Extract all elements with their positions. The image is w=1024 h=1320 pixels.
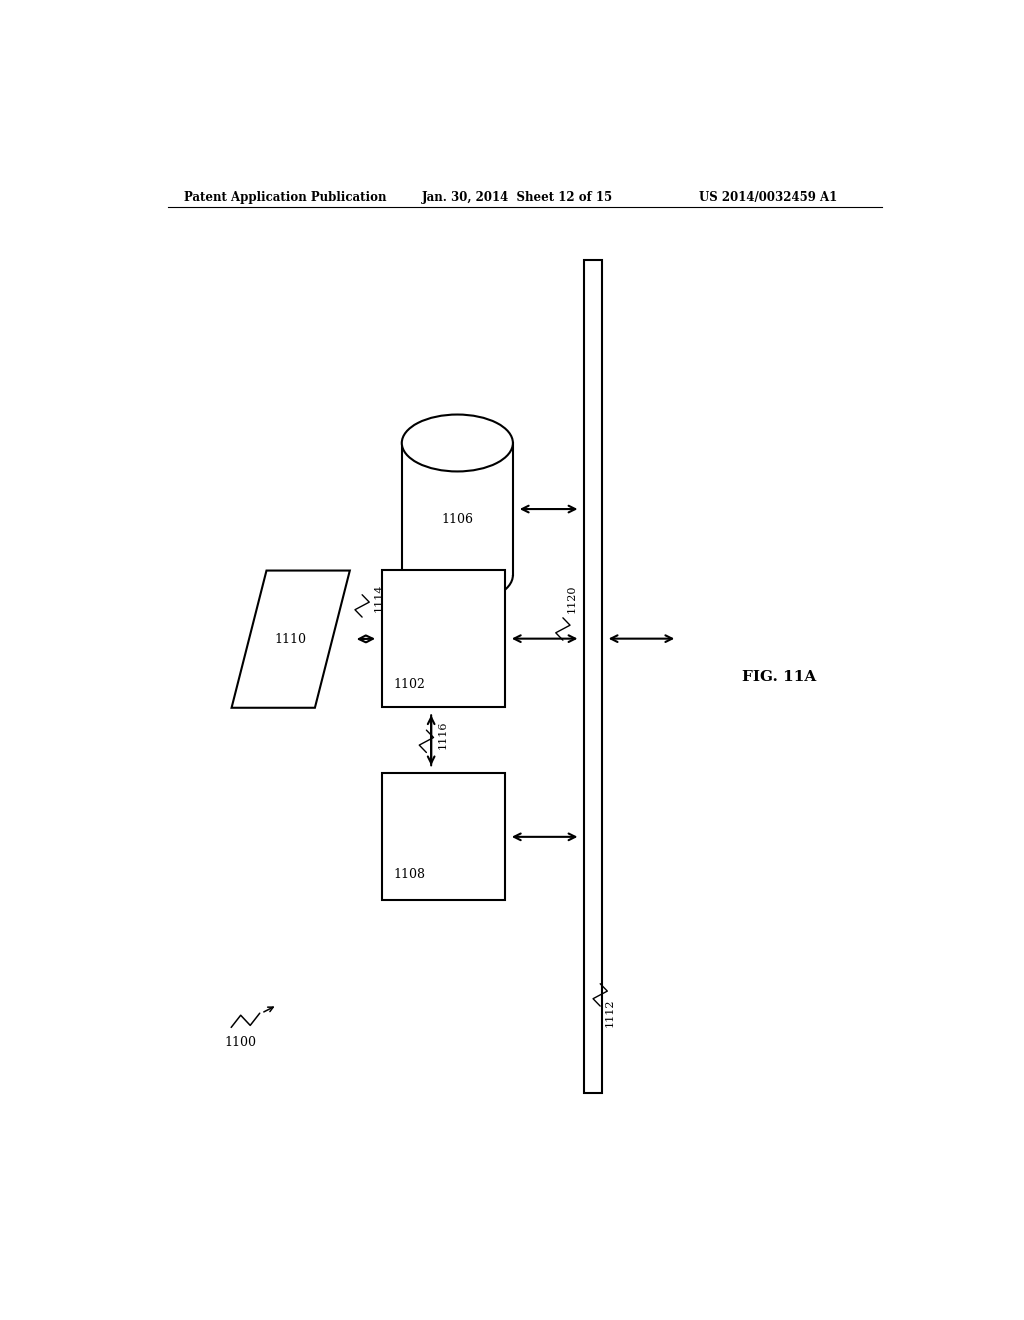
Text: 1108: 1108 (393, 869, 426, 882)
Bar (382, 774, 505, 900)
Text: Jan. 30, 2014  Sheet 12 of 15: Jan. 30, 2014 Sheet 12 of 15 (422, 190, 612, 203)
Text: 1116: 1116 (437, 721, 447, 750)
Bar (585, 260, 602, 1093)
Bar (401, 444, 513, 576)
Text: 1100: 1100 (225, 1036, 257, 1048)
Polygon shape (231, 570, 350, 708)
Text: 1112: 1112 (604, 999, 614, 1027)
Bar (382, 570, 505, 708)
Text: 1110: 1110 (274, 632, 307, 645)
Text: 1114: 1114 (373, 583, 383, 612)
Text: 1106: 1106 (441, 512, 473, 525)
Text: FIG. 11A: FIG. 11A (741, 669, 816, 684)
Text: 1120: 1120 (567, 585, 577, 612)
Text: 1102: 1102 (394, 678, 426, 692)
Ellipse shape (401, 414, 513, 471)
Text: Patent Application Publication: Patent Application Publication (183, 190, 386, 203)
Text: US 2014/0032459 A1: US 2014/0032459 A1 (699, 190, 838, 203)
